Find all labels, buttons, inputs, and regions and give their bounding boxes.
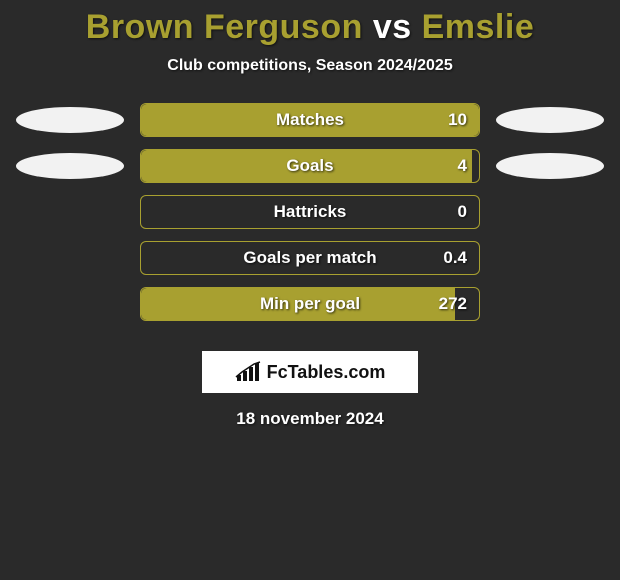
stat-bar: Min per goal272 [140,287,480,321]
stat-value: 0.4 [443,248,467,268]
vs-text: vs [373,8,412,46]
stat-row: Matches10 [16,103,604,137]
right-oval [496,153,604,179]
stat-row: Goals per match0.4 [16,241,604,275]
stat-label: Hattricks [141,202,479,222]
stat-row: Hattricks0 [16,195,604,229]
date-text: 18 november 2024 [236,409,383,429]
logo-box: FcTables.com [202,351,418,393]
stat-row: Min per goal272 [16,287,604,321]
stat-label: Goals per match [141,248,479,268]
stat-value: 272 [439,294,467,314]
stat-value: 4 [458,156,467,176]
stat-value: 0 [458,202,467,222]
stat-row: Goals4 [16,149,604,183]
player1-name: Brown Ferguson [86,8,363,46]
stat-label: Min per goal [141,294,479,314]
subtitle: Club competitions, Season 2024/2025 [167,57,452,75]
page-title: Brown Ferguson vs Emslie [86,8,534,47]
bar-chart-icon [235,361,261,383]
stat-bar: Goals per match0.4 [140,241,480,275]
stat-bar: Matches10 [140,103,480,137]
left-oval [16,107,124,133]
stat-bar: Hattricks0 [140,195,480,229]
infographic-container: Brown Ferguson vs Emslie Club competitio… [0,0,620,429]
right-oval [496,107,604,133]
player2-name: Emslie [422,8,535,46]
stats-bars: Matches10 Goals4 Hattricks0 Goals per match… [16,103,604,333]
stat-value: 10 [448,110,467,130]
stat-bar: Goals4 [140,149,480,183]
left-oval [16,153,124,179]
stat-label: Goals [141,156,479,176]
stat-label: Matches [141,110,479,130]
logo-text: FcTables.com [267,362,386,383]
